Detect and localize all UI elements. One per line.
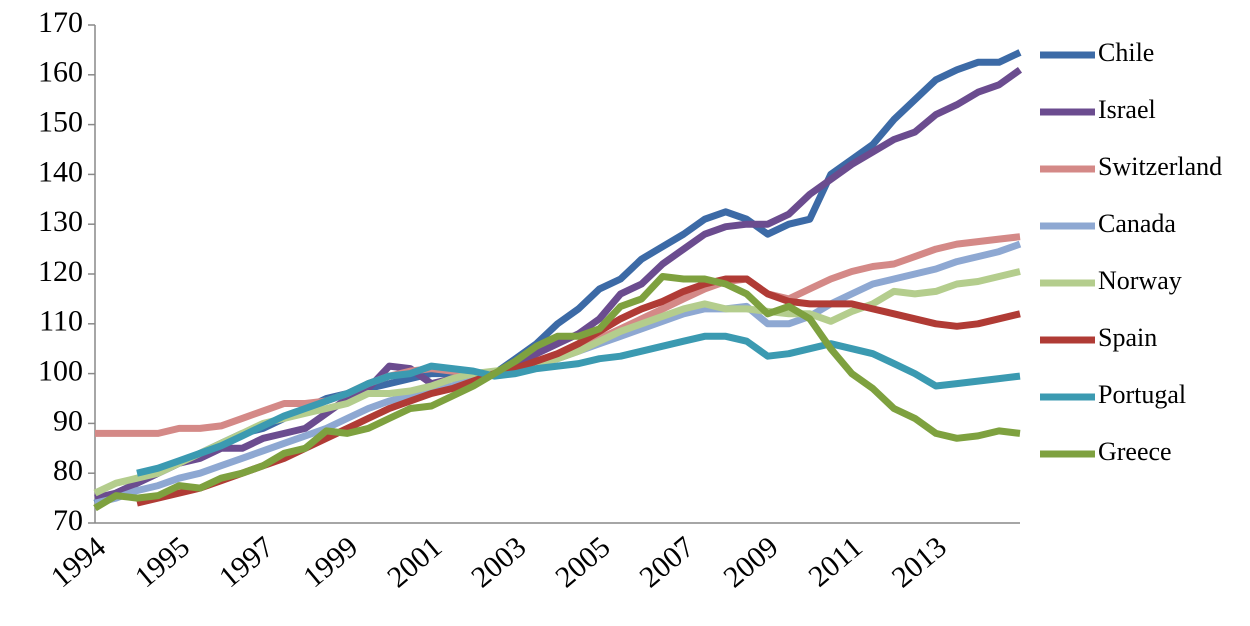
x-tick-label: 2001	[381, 530, 448, 594]
y-tick-label: 160	[38, 56, 83, 89]
y-tick-label: 110	[39, 305, 83, 338]
y-tick-label: 140	[38, 155, 83, 188]
line-series	[93, 273, 1021, 512]
x-tick-label: 2009	[717, 530, 784, 594]
x-tick-label: 1994	[45, 530, 112, 594]
y-tick-label: 70	[53, 504, 83, 537]
x-tick-label: 2003	[465, 530, 532, 594]
x-tick-label: 1997	[213, 530, 280, 594]
line-series	[136, 275, 1021, 507]
y-tick-label: 80	[53, 454, 83, 487]
x-tick-label: 1999	[297, 530, 364, 594]
line-series	[136, 332, 1021, 477]
x-tick-label: 2007	[633, 530, 700, 594]
legend-label: Israel	[1098, 95, 1156, 124]
legend-label: Greece	[1098, 437, 1172, 466]
legend-label: Spain	[1098, 323, 1157, 352]
x-tick-label: 2011	[802, 530, 868, 593]
y-tick-label: 100	[38, 354, 83, 387]
y-tick-label: 90	[53, 404, 83, 437]
legend-label: Chile	[1098, 38, 1154, 67]
x-tick-label: 2013	[886, 530, 953, 594]
legend-label: Norway	[1098, 266, 1182, 295]
legend-label: Switzerland	[1098, 152, 1222, 181]
y-tick-label: 120	[38, 255, 83, 288]
y-tick-label: 170	[38, 6, 83, 39]
legend-label: Portugal	[1098, 380, 1186, 409]
line-series	[94, 240, 1022, 507]
legend-label: Canada	[1098, 209, 1176, 238]
line-series	[94, 66, 1023, 502]
x-tick-label: 1995	[129, 530, 196, 594]
y-tick-label: 130	[38, 205, 83, 238]
y-tick-label: 150	[38, 105, 83, 138]
x-tick-label: 2005	[549, 530, 616, 594]
